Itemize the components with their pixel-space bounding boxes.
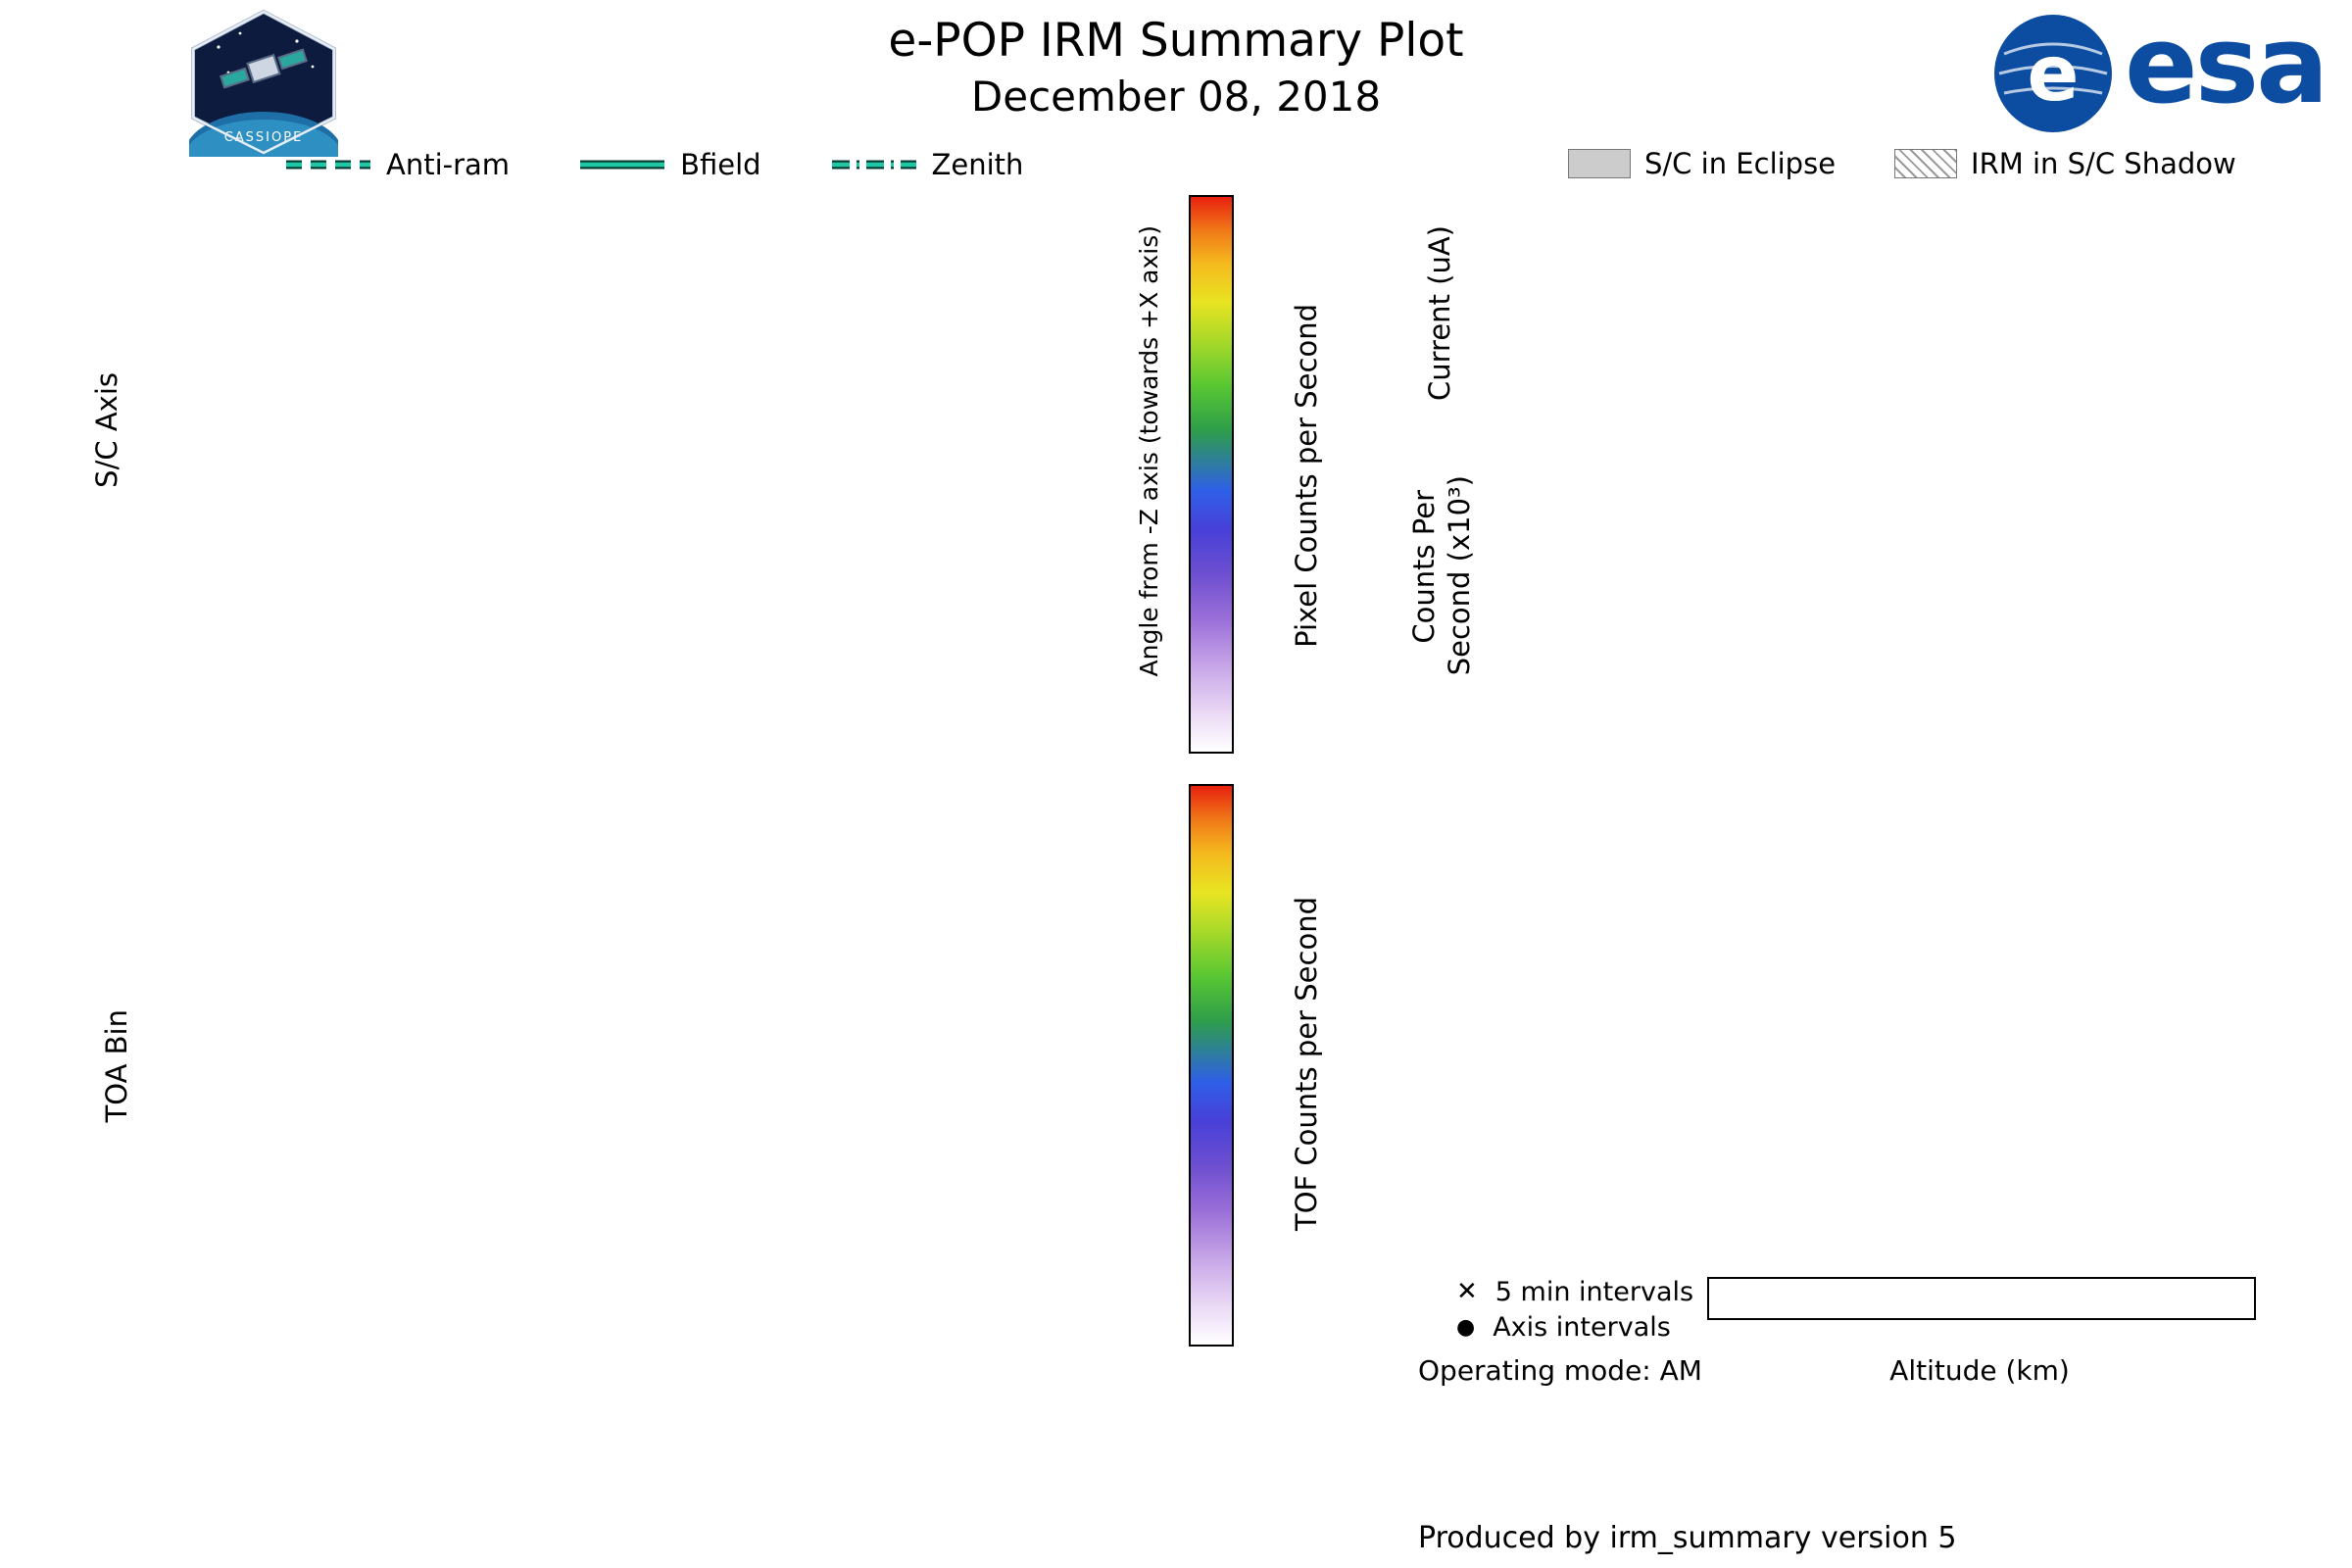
direction-lines-legend: Anti-ram Bfield Zenith — [284, 145, 1023, 184]
counts-panel — [1515, 458, 2280, 698]
solid-line-sample — [580, 160, 665, 170]
dot-marker-icon: ● — [1456, 1314, 1476, 1340]
cassiope-logo-text: CASSIOPE — [224, 130, 304, 145]
ground-track-map — [1402, 773, 2280, 1246]
sc-axis-ylabel: S/C Axis — [90, 372, 123, 488]
page-date: December 08, 2018 — [970, 73, 1382, 121]
toa-spectrogram-panel — [237, 780, 1073, 1350]
dot-marker-label: Axis intervals — [1493, 1311, 1671, 1343]
legend-label: Anti-ram — [386, 148, 511, 181]
esa-globe-icon: e — [1994, 15, 2112, 132]
altitude-colorbar-label: Altitude (km) — [1889, 1354, 2070, 1387]
toa-bin-ylabel: TOA Bin — [100, 1009, 133, 1123]
esa-logo: e esa — [1989, 2, 2328, 137]
x-marker-label: 5 min intervals — [1494, 1276, 1694, 1307]
cassiope-mission-logo: CASSIOPE — [189, 9, 338, 157]
dashdot-line-sample — [831, 160, 916, 170]
svg-text:e: e — [2028, 30, 2080, 119]
pixel-counts-colorbar — [1189, 195, 1234, 754]
legend-label: Bfield — [680, 148, 761, 181]
shadow-swatch — [1894, 149, 1958, 178]
dashed-line-sample — [286, 160, 370, 170]
counts-ylabel-line2: Second (x10³) — [1443, 475, 1476, 676]
sc-axis-spectrogram-panel — [237, 187, 1073, 758]
shadow-legend-item: IRM in S/C Shadow — [1894, 147, 2236, 180]
altitude-colorbar — [1707, 1277, 2256, 1320]
legend-item-bfield: Bfield — [578, 148, 761, 181]
x-marker-icon: ✕ — [1456, 1277, 1478, 1306]
angle-axis-label: Angle from -Z axis (towards +X axis) — [1135, 225, 1163, 677]
page-title: e-POP IRM Summary Plot — [888, 14, 1464, 68]
tof-counts-colorbar-label: TOF Counts per Second — [1290, 897, 1323, 1232]
eclipse-legend-label: S/C in Eclipse — [1644, 147, 1837, 180]
operating-mode-text: Operating mode: AM — [1418, 1354, 1702, 1387]
current-ylabel: Current (uA) — [1423, 225, 1456, 401]
tof-counts-colorbar — [1189, 784, 1234, 1347]
satellite-icon — [220, 48, 308, 89]
legend-label: Zenith — [931, 148, 1024, 181]
legend-item-anti-ram: Anti-ram — [284, 148, 510, 181]
eclipse-shadow-legend: S/C in Eclipse IRM in S/C Shadow — [1568, 147, 2236, 180]
esa-logo-text: esa — [2125, 2, 2328, 127]
eclipse-swatch — [1568, 149, 1631, 178]
shadow-legend-label: IRM in S/C Shadow — [1971, 147, 2236, 180]
counts-ylabel-line1: Counts Per — [1407, 490, 1441, 644]
current-panel — [1515, 187, 2280, 435]
legend-item-zenith: Zenith — [830, 148, 1024, 181]
pixel-counts-colorbar-label: Pixel Counts per Second — [1290, 304, 1323, 648]
eclipse-legend-item: S/C in Eclipse — [1568, 147, 1836, 180]
produced-by-text: Produced by irm_summary version 5 — [1418, 1521, 1957, 1555]
map-marker-legend: ✕ 5 min intervals ● Axis intervals — [1456, 1274, 1693, 1345]
